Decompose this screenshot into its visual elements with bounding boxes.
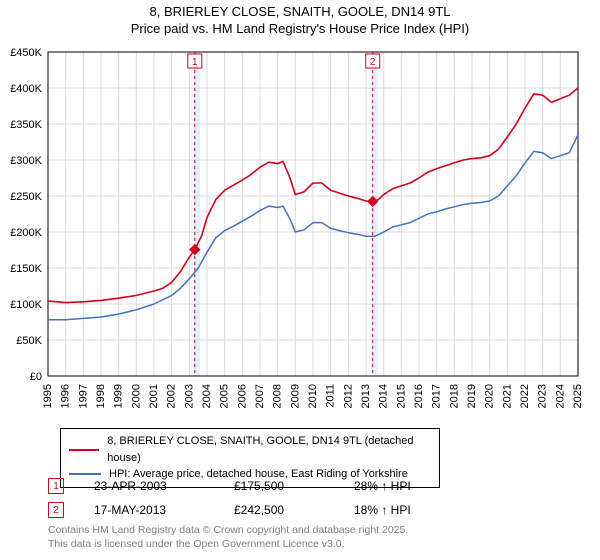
svg-text:2016: 2016 <box>413 384 425 408</box>
svg-text:1: 1 <box>192 57 198 68</box>
svg-text:2014: 2014 <box>378 384 390 408</box>
sale-price: £242,500 <box>234 503 324 517</box>
svg-text:£200K: £200K <box>10 227 42 239</box>
svg-text:£250K: £250K <box>10 191 42 203</box>
svg-text:2005: 2005 <box>219 384 231 408</box>
svg-text:1997: 1997 <box>77 384 89 408</box>
svg-text:2013: 2013 <box>360 384 372 408</box>
svg-text:1996: 1996 <box>60 384 72 408</box>
svg-text:2015: 2015 <box>395 384 407 408</box>
footer-line-1: Contains HM Land Registry data © Crown c… <box>48 524 408 538</box>
svg-text:1998: 1998 <box>95 384 107 408</box>
svg-text:£50K: £50K <box>16 335 42 347</box>
svg-text:£100K: £100K <box>10 299 42 311</box>
svg-text:2024: 2024 <box>554 384 566 408</box>
sales-table: 1 23-APR-2003 £175,500 28% ↑ HPI 2 17-MAY-201… <box>48 474 411 522</box>
svg-text:2009: 2009 <box>289 384 301 408</box>
sale-marker-box: 2 <box>48 502 64 518</box>
svg-text:2001: 2001 <box>148 384 160 408</box>
legend-swatch <box>69 449 99 451</box>
svg-text:1999: 1999 <box>113 384 125 408</box>
svg-text:£0: £0 <box>30 371 42 383</box>
sale-row: 2 17-MAY-2013 £242,500 18% ↑ HPI <box>48 498 411 522</box>
title-main: 8, BRIERLEY CLOSE, SNAITH, GOOLE, DN14 9… <box>0 4 600 19</box>
title-block: 8, BRIERLEY CLOSE, SNAITH, GOOLE, DN14 9… <box>0 0 600 36</box>
svg-text:£150K: £150K <box>10 263 42 275</box>
svg-text:2010: 2010 <box>307 384 319 408</box>
svg-text:1995: 1995 <box>42 384 54 408</box>
footer-line-2: This data is licensed under the Open Gov… <box>48 538 408 552</box>
svg-text:2011: 2011 <box>325 384 337 408</box>
legend-row: 8, BRIERLEY CLOSE, SNAITH, GOOLE, DN14 9… <box>69 433 431 466</box>
svg-text:2022: 2022 <box>519 384 531 408</box>
svg-text:2006: 2006 <box>236 384 248 408</box>
svg-text:2012: 2012 <box>342 384 354 408</box>
sale-delta: 18% ↑ HPI <box>354 503 411 517</box>
chart-svg: £0£50K£100K£150K£200K£250K£300K£350K£400… <box>48 48 582 418</box>
legend-label: 8, BRIERLEY CLOSE, SNAITH, GOOLE, DN14 9… <box>107 433 431 466</box>
chart-plot: £0£50K£100K£150K£200K£250K£300K£350K£400… <box>48 48 582 418</box>
footer: Contains HM Land Registry data © Crown c… <box>48 524 408 551</box>
svg-text:2018: 2018 <box>448 384 460 408</box>
svg-text:£450K: £450K <box>10 47 42 59</box>
title-sub: Price paid vs. HM Land Registry's House … <box>0 21 600 36</box>
svg-text:2017: 2017 <box>431 384 443 408</box>
svg-text:2020: 2020 <box>484 384 496 408</box>
svg-text:2003: 2003 <box>183 384 195 408</box>
svg-text:2004: 2004 <box>201 384 213 408</box>
svg-text:£300K: £300K <box>10 155 42 167</box>
sale-date: 23-APR-2003 <box>94 479 204 493</box>
svg-text:2008: 2008 <box>272 384 284 408</box>
svg-text:2025: 2025 <box>572 384 584 408</box>
svg-text:2019: 2019 <box>466 384 478 408</box>
sale-delta: 28% ↑ HPI <box>354 479 411 493</box>
svg-text:2007: 2007 <box>254 384 266 408</box>
sale-marker-box: 1 <box>48 478 64 494</box>
sale-price: £175,500 <box>234 479 324 493</box>
sale-date: 17-MAY-2013 <box>94 503 204 517</box>
svg-text:£350K: £350K <box>10 119 42 131</box>
svg-text:2023: 2023 <box>537 384 549 408</box>
svg-text:2: 2 <box>370 57 376 68</box>
sale-row: 1 23-APR-2003 £175,500 28% ↑ HPI <box>48 474 411 498</box>
svg-text:£400K: £400K <box>10 83 42 95</box>
svg-text:2021: 2021 <box>501 384 513 408</box>
svg-text:2000: 2000 <box>130 384 142 408</box>
svg-text:2002: 2002 <box>166 384 178 408</box>
chart-container: 8, BRIERLEY CLOSE, SNAITH, GOOLE, DN14 9… <box>0 0 600 560</box>
